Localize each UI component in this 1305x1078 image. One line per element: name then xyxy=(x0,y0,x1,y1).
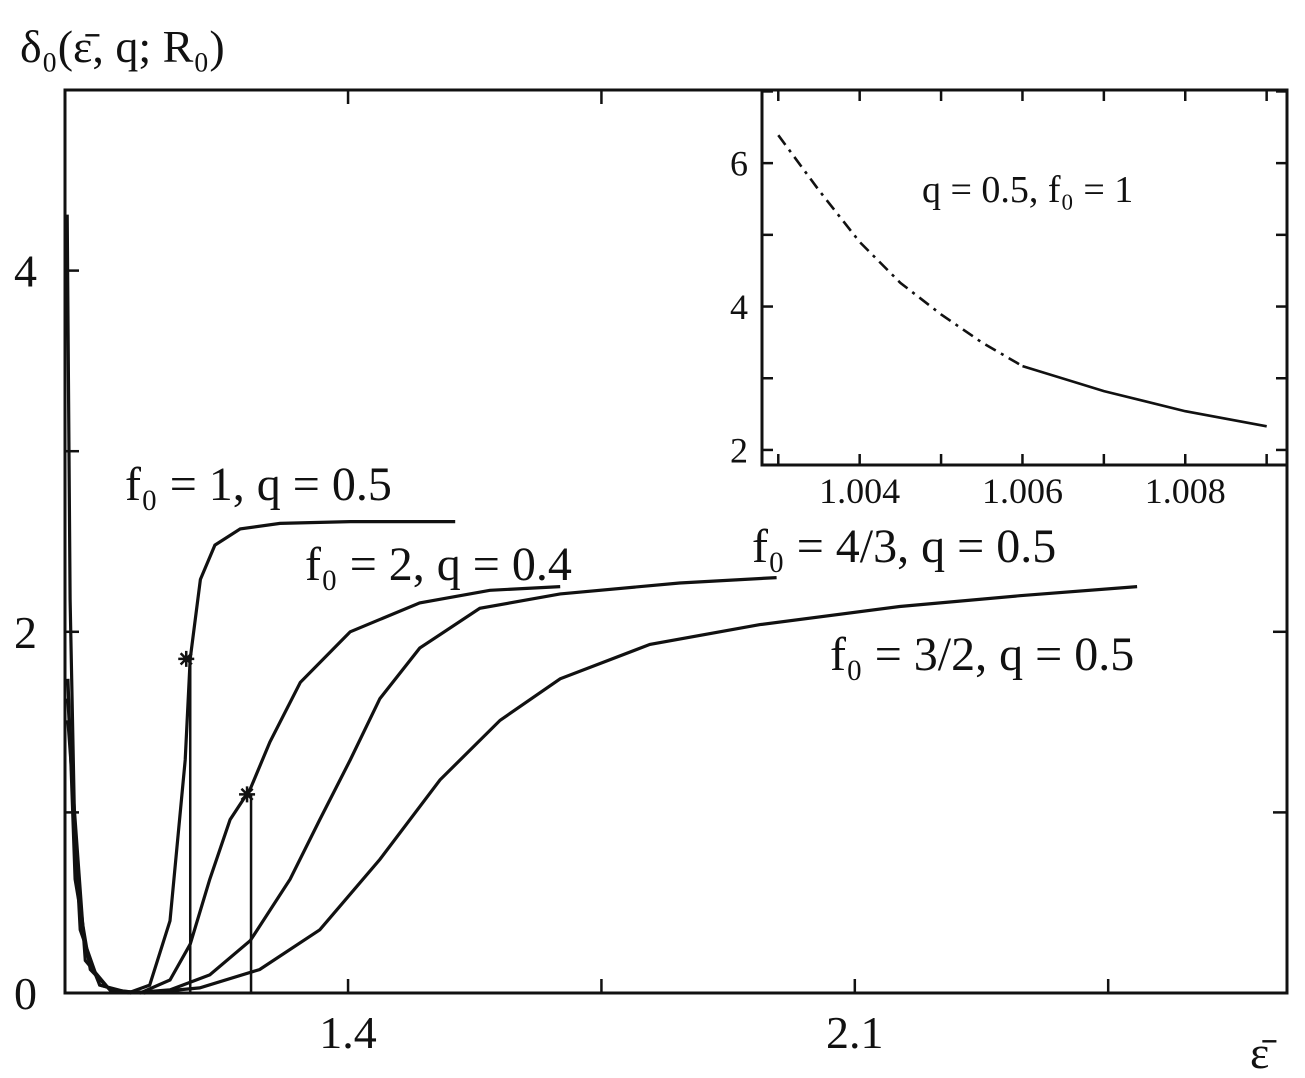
plot-frame xyxy=(760,88,1289,467)
x-tick-label: 1.004 xyxy=(819,471,900,511)
curve-label: f₀ = 3/2, q = 0.5 xyxy=(830,628,1134,681)
curve xyxy=(1022,364,1267,428)
curve xyxy=(66,585,1138,995)
y-tick-label: 0 xyxy=(14,968,37,1019)
x-tick-label: 2.1 xyxy=(826,1007,884,1058)
curve-label: f₀ = 2, q = 0.4 xyxy=(305,538,572,591)
curve-label: f₀ = 1, q = 0.5 xyxy=(125,458,392,511)
y-tick-label: 2 xyxy=(14,607,37,658)
plot: 1.004 1.006 1.008 2 4 6 xyxy=(730,88,1289,511)
x-tick-label: 1.008 xyxy=(1145,471,1226,511)
curve-label: f₀ = 4/3, q = 0.5 xyxy=(752,520,1056,573)
x-tick-label: 1.4 xyxy=(319,1007,377,1058)
asterisk-marker xyxy=(239,786,256,803)
x-tick-label: 1.006 xyxy=(982,471,1063,511)
x-axis-label: ε̄ xyxy=(1250,1027,1277,1078)
inset-annotation: q = 0.5, f₀ = 1 xyxy=(922,169,1133,211)
curve xyxy=(777,134,1024,368)
asterisk-marker xyxy=(178,650,195,667)
y-tick-label: 2 xyxy=(730,431,748,471)
y-axis-label: δ₀(ε̄, q; R₀) xyxy=(20,21,225,72)
y-tick-label: 4 xyxy=(14,246,37,297)
y-tick-label: 6 xyxy=(730,144,748,184)
y-tick-label: 4 xyxy=(730,287,748,327)
